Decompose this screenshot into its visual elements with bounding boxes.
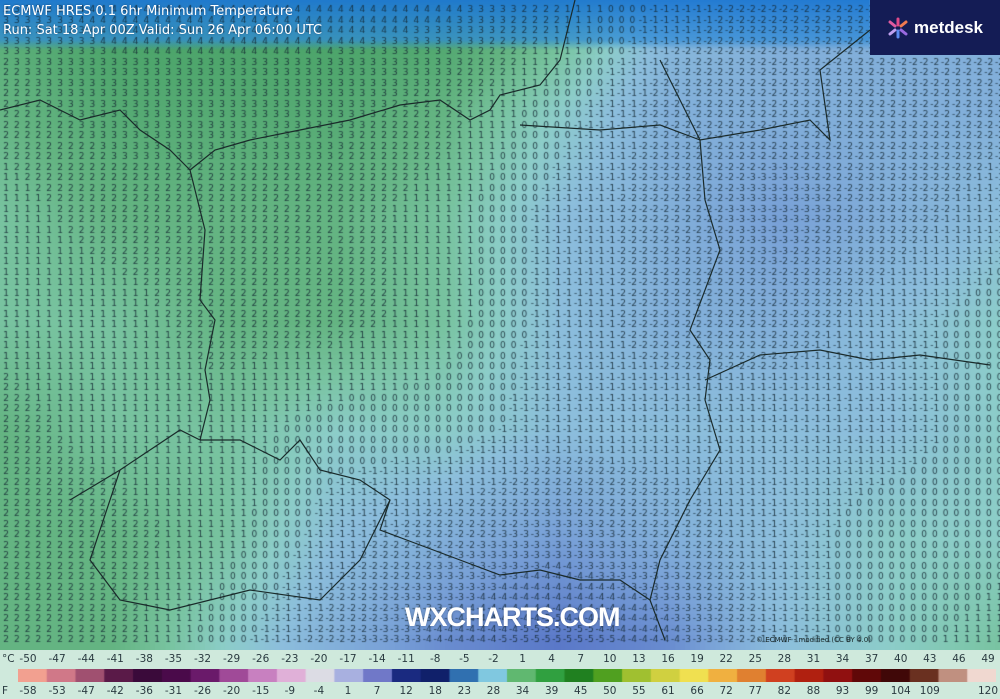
legend-label: -26 [252,653,270,665]
legend-label: -44 [77,653,95,665]
celsius-labels: -50 -47 -44 -41 -38 -35 -32 -29 -26 -23 -20 -17 -14-… [0,653,1000,667]
legend-label: -11 [397,653,415,665]
legend-label: 99 [864,685,879,697]
legend-label: -36 [135,685,153,697]
legend-label: -53 [48,685,66,697]
legend-label: 22 [719,653,733,665]
attribution: © ECMWF - modified (CC BY 4.0) [756,636,871,644]
legend-label: -47 [48,653,66,665]
fahrenheit-unit: F [2,685,9,697]
legend-label: 1 [344,685,352,697]
run-valid-time: Run: Sat 18 Apr 00Z Valid: Sun 26 Apr 06… [3,23,323,38]
legend-label: -31 [164,685,183,697]
legend-label: 34 [835,653,850,665]
legend-label: 1 [519,653,526,665]
legend-label: -23 [281,653,299,665]
legend-label: 7 [577,653,585,665]
legend-label: 45 [574,685,588,697]
legend-label: 109 [919,685,940,697]
legend-label: 4 [548,653,555,665]
legend-label: 19 [690,653,704,665]
legend-label: -38 [135,653,153,665]
legend-label: -5 [459,653,470,665]
legend-label: -26 [193,685,212,697]
legend-label: -20 [310,653,328,665]
legend-label: 16 [661,653,675,665]
legend-label: 61 [661,685,675,697]
color-legend: °C F -50 -47 -44 -41 -38 -35 -32 -29 -26 -23 -20 -1… [0,650,1000,699]
legend-label: -42 [106,685,124,697]
legend-label: 18 [428,685,442,697]
legend-label: -20 [223,685,241,697]
legend-label: 82 [777,685,792,697]
legend-label: -32 [193,653,212,665]
legend-label: 31 [806,653,821,665]
legend-label: -35 [164,653,183,665]
legend-label: 28 [777,653,792,665]
legend-label: -41 [106,653,124,665]
legend-label: -47 [77,685,95,697]
legend-label: 37 [864,653,879,665]
legend-label: -58 [19,685,37,697]
legend-label: 49 [981,653,995,665]
wxcharts-watermark: WXCHARTS.COM [405,602,620,632]
legend-label: -17 [339,653,357,665]
legend-label: 40 [894,653,908,665]
legend-label: -29 [223,653,241,665]
legend-label: 104 [890,685,911,697]
legend-label: 28 [486,685,501,697]
legend-label: 43 [923,653,937,665]
temperature-map [0,0,1000,650]
legend-label: -4 [313,685,325,697]
legend-label: 34 [515,685,530,697]
metdesk-logo[interactable]: metdesk [870,0,1000,55]
legend-label: 93 [835,685,850,697]
legend-label: -9 [284,685,296,697]
asterisk-burst-icon [888,17,908,38]
celsius-unit: °C [2,653,15,665]
legend-label: -14 [368,653,386,665]
legend-label: 120 [977,685,999,697]
legend-label: 88 [806,685,821,697]
legend-label: 25 [748,653,762,665]
legend-label: -8 [430,653,441,665]
legend-label: 7 [373,685,381,697]
legend-label: 13 [632,653,646,665]
map-title: ECMWF HRES 0.1 6hr Minimum Temperature [3,4,293,19]
color-scale-bar [18,669,996,682]
legend-label: 39 [544,685,559,697]
logo-text: metdesk [914,17,983,37]
fahrenheit-labels: -58 -53 -47 -42 -36 -31 -26 -20 -15 -9 -4 1 7 12 18 23 2… [0,685,1000,699]
legend-label: -2 [488,653,499,665]
legend-label: 72 [719,685,733,697]
legend-label: 50 [603,685,617,697]
legend-label: 10 [603,653,617,665]
legend-label: 46 [952,653,966,665]
legend-label: 12 [399,685,413,697]
legend-label: 66 [690,685,704,697]
legend-label: 23 [457,685,472,697]
legend-label: -50 [19,653,37,665]
legend-label: 55 [632,685,646,697]
legend-label: 77 [748,685,762,697]
legend-label: -15 [252,685,270,697]
